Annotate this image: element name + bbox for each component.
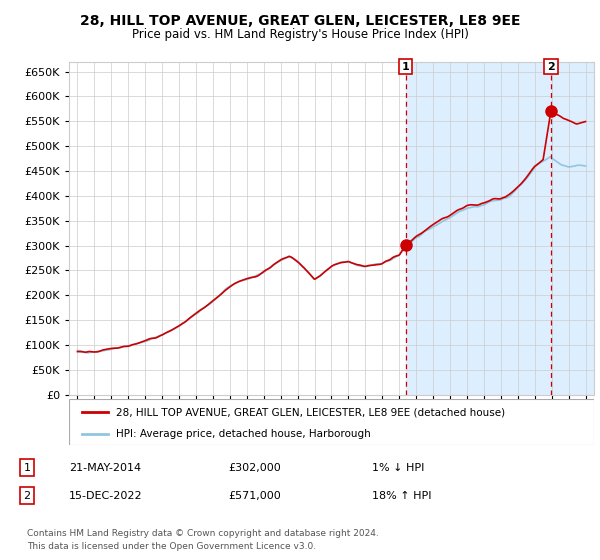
Text: 1: 1 — [402, 62, 410, 72]
Text: £571,000: £571,000 — [228, 491, 281, 501]
Text: HPI: Average price, detached house, Harborough: HPI: Average price, detached house, Harb… — [116, 429, 371, 438]
Text: Contains HM Land Registry data © Crown copyright and database right 2024.
This d: Contains HM Land Registry data © Crown c… — [27, 529, 379, 550]
Text: 2: 2 — [23, 491, 31, 501]
Text: 1: 1 — [23, 463, 31, 473]
Text: 1% ↓ HPI: 1% ↓ HPI — [372, 463, 424, 473]
Text: 28, HILL TOP AVENUE, GREAT GLEN, LEICESTER, LE8 9EE (detached house): 28, HILL TOP AVENUE, GREAT GLEN, LEICEST… — [116, 407, 505, 417]
Text: 18% ↑ HPI: 18% ↑ HPI — [372, 491, 431, 501]
Bar — [406, 62, 594, 395]
Text: 21-MAY-2014: 21-MAY-2014 — [69, 463, 141, 473]
Text: Price paid vs. HM Land Registry's House Price Index (HPI): Price paid vs. HM Land Registry's House … — [131, 28, 469, 41]
Text: 28, HILL TOP AVENUE, GREAT GLEN, LEICESTER, LE8 9EE: 28, HILL TOP AVENUE, GREAT GLEN, LEICEST… — [80, 14, 520, 28]
Text: 2: 2 — [547, 62, 555, 72]
Text: 15-DEC-2022: 15-DEC-2022 — [69, 491, 143, 501]
Text: £302,000: £302,000 — [228, 463, 281, 473]
FancyBboxPatch shape — [69, 399, 594, 445]
